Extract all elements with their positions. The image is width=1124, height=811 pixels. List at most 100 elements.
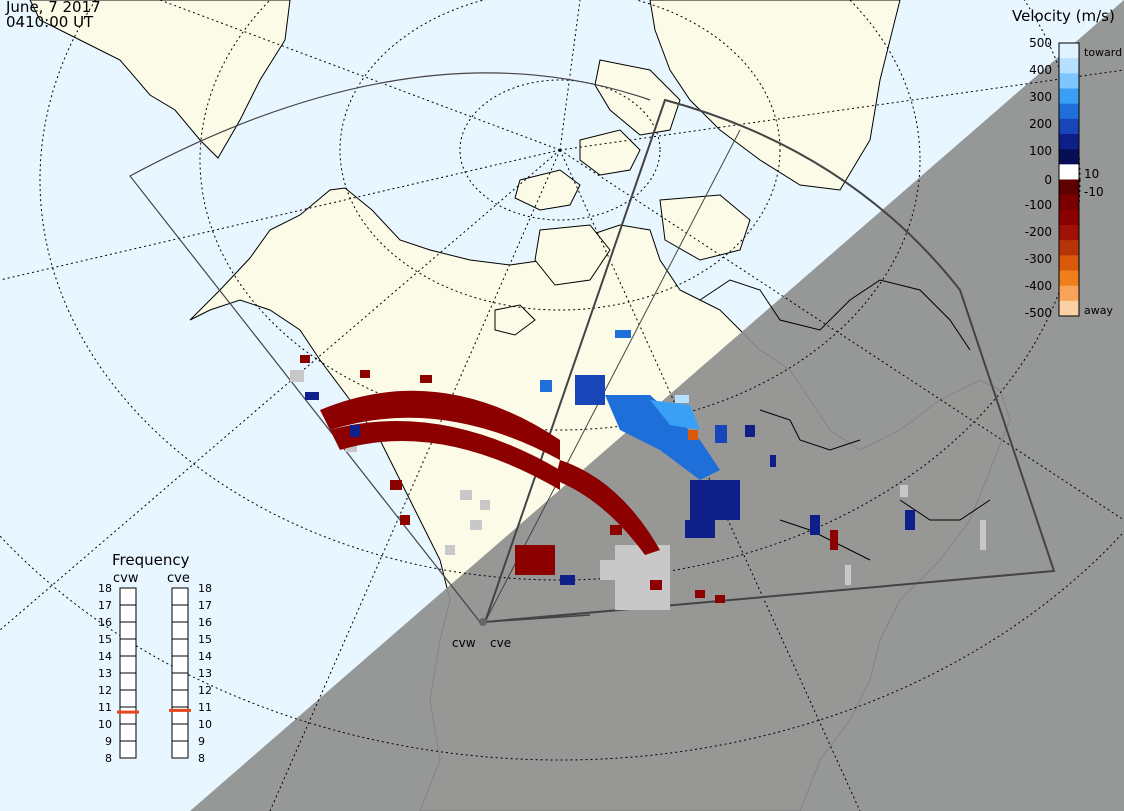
frequency-title: Frequency: [112, 551, 190, 569]
frequency-tick-left: 18: [98, 582, 112, 595]
frequency-cell: [171, 621, 189, 640]
velocity-away-cells: [300, 355, 838, 603]
frequency-cell: [119, 587, 137, 606]
frequency-tick-right: 11: [198, 701, 212, 714]
frequency-tick-right: 14: [198, 650, 212, 663]
frequency-tick-right: 10: [198, 718, 212, 731]
beam-line: [484, 129, 741, 623]
fov-cve: [483, 98, 1056, 624]
frequency-cell: [119, 604, 137, 623]
frequency-legend: Frequency cvw cve 18 18 17 17 16 16 15 15 14 14 13…: [98, 551, 212, 765]
velocity-tick-label: 500: [1029, 36, 1052, 50]
frequency-marker: [117, 710, 139, 714]
velocity-color-swatch: [1059, 88, 1079, 105]
frequency-cell: [119, 689, 137, 708]
velocity-tick-label: -500: [1025, 306, 1052, 320]
frequency-cell: [119, 655, 137, 674]
frequency-tick-right: 17: [198, 599, 212, 612]
frequency-boxes: [117, 587, 191, 759]
velocity-color-swatch: [1059, 164, 1079, 180]
frequency-tick-right: 12: [198, 684, 212, 697]
velocity-legend-title: Velocity (m/s): [1012, 7, 1115, 25]
velocity-toward-cells: [305, 330, 915, 585]
velocity-tick-label: 200: [1029, 117, 1052, 131]
velocity-tick-label: 10: [1084, 167, 1099, 181]
radar-label-cvw: cvw: [452, 636, 476, 650]
frequency-cell: [171, 655, 189, 674]
frequency-cell: [171, 672, 189, 691]
radar-site-marker: [479, 618, 487, 626]
frequency-tick-left: 8: [105, 752, 112, 765]
velocity-toward-label: toward: [1084, 46, 1122, 59]
frequency-cell: [171, 740, 189, 759]
velocity-color-swatch: [1059, 240, 1079, 256]
frequency-tick-left: 13: [98, 667, 112, 680]
velocity-colorbar: [1058, 42, 1080, 317]
velocity-color-swatch: [1059, 300, 1079, 317]
velocity-tick-labels: 500400300200100100-10-100-200-300-400-50…: [1025, 36, 1104, 320]
velocity-tick-label: 400: [1029, 63, 1052, 77]
frequency-tick-right: 16: [198, 616, 212, 629]
frequency-radar-cvw: cvw: [113, 571, 139, 586]
frequency-tick-left: 15: [98, 633, 112, 646]
velocity-legend: Velocity (m/s) 500400300200100100-10-100…: [1012, 7, 1122, 320]
frequency-tick-left: 9: [105, 735, 112, 748]
frequency-cell: [119, 672, 137, 691]
fov-cvw: [129, 72, 651, 623]
velocity-tick-label: 0: [1044, 173, 1052, 187]
frequency-tick-right: 15: [198, 633, 212, 646]
velocity-color-swatch: [1059, 118, 1079, 135]
velocity-color-swatch: [1059, 149, 1079, 165]
frequency-tick-right: 8: [198, 752, 205, 765]
velocity-color-swatch: [1059, 209, 1079, 226]
frequency-tick-labels: 18 18 17 17 16 16 15 15 14 14 13 13 12 12 11 11 10 10 9 9 8 8: [98, 582, 212, 765]
frequency-tick-left: 16: [98, 616, 112, 629]
frequency-marker: [169, 708, 191, 712]
velocity-color-swatch: [1059, 43, 1079, 59]
frequency-cell: [171, 604, 189, 623]
velocity-color-swatch: [1059, 194, 1079, 211]
frequency-cell: [171, 723, 189, 742]
frequency-tick-left: 11: [98, 701, 112, 714]
ground-scatter: [290, 370, 986, 610]
frequency-cell: [119, 740, 137, 759]
frequency-tick-left: 10: [98, 718, 112, 731]
velocity-away-label: away: [1084, 304, 1113, 317]
velocity-color-swatch: [1059, 58, 1079, 74]
frequency-tick-left: 12: [98, 684, 112, 697]
frequency-cell: [119, 621, 137, 640]
frequency-tick-left: 14: [98, 650, 112, 663]
frequency-radar-cve: cve: [167, 571, 190, 586]
frequency-tick-right: 18: [198, 582, 212, 595]
velocity-tick-label: -300: [1025, 252, 1052, 266]
velocity-color-swatch: [1059, 225, 1079, 241]
coastlines-night: [699, 279, 991, 561]
velocity-tick-label: -200: [1025, 225, 1052, 239]
fov-bottom: [484, 614, 591, 623]
radar-label-cve: cve: [490, 636, 511, 650]
velocity-color-swatch: [1059, 270, 1079, 287]
frequency-cell: [119, 706, 137, 725]
velocity-tick-label: 300: [1029, 90, 1052, 104]
velocity-tick-label: -10: [1084, 185, 1104, 199]
frequency-cell: [171, 689, 189, 708]
velocity-color-swatch: [1059, 285, 1079, 302]
frequency-tick-right: 9: [198, 735, 205, 748]
frequency-cell: [171, 587, 189, 606]
velocity-color-swatch: [1059, 73, 1079, 89]
velocity-color-swatch: [1059, 255, 1079, 271]
velocity-color-swatch: [1059, 179, 1079, 196]
velocity-colorbar-frame: [1058, 42, 1080, 317]
velocity-tick-label: -100: [1025, 198, 1052, 212]
timestamp-header: June, 7 2017 0410:00 UT: [6, 0, 101, 30]
velocity-tick-label: -400: [1025, 279, 1052, 293]
time-label: 0410:00 UT: [6, 13, 94, 31]
frequency-cell: [119, 638, 137, 657]
velocity-color-swatch: [1059, 134, 1079, 150]
date-label: June, 7 2017: [6, 0, 101, 16]
velocity-color-swatch: [1059, 103, 1079, 120]
frequency-tick-right: 13: [198, 667, 212, 680]
velocity-tick-label: 100: [1029, 144, 1052, 158]
frequency-cell: [171, 638, 189, 657]
